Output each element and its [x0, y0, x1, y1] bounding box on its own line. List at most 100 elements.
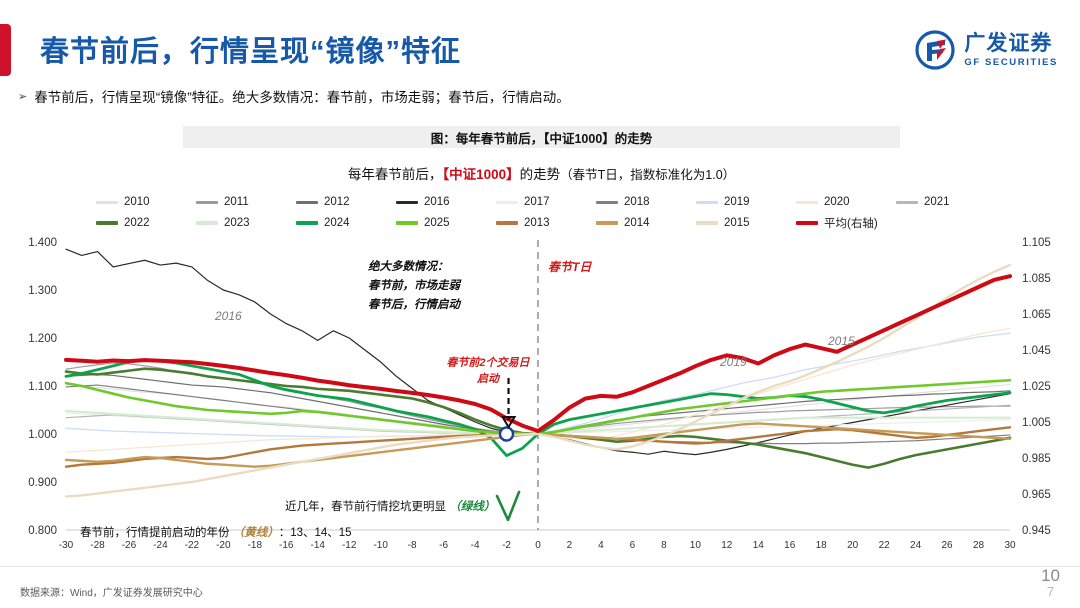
- x-axis-tick: -26: [122, 540, 137, 551]
- x-axis-tick: 0: [535, 540, 541, 551]
- subtitle-paren: （春节T日，指数标准化为1.0）: [560, 168, 736, 182]
- legend-label: 2021: [924, 196, 950, 208]
- legend-item-2024[interactable]: 2024: [296, 215, 396, 231]
- annotation-tday-label: 春节T日: [548, 260, 592, 274]
- legend-item-2023[interactable]: 2023: [196, 215, 296, 231]
- legend-label: 2010: [124, 196, 150, 208]
- y-axis-left-tick: 1.300: [28, 285, 57, 297]
- y-axis-left-tick: 1.200: [28, 333, 57, 345]
- legend-label: 2022: [124, 217, 150, 229]
- series-line-2015: [64, 263, 1012, 498]
- green-note-tag: （绿线）: [449, 501, 496, 513]
- legend-label: 2016: [424, 196, 450, 208]
- legend-swatch-icon: [296, 221, 318, 225]
- legend-item-2013[interactable]: 2013: [496, 215, 596, 231]
- legend-swatch-icon: [596, 221, 618, 225]
- annotation-line: 绝大多数情况：: [368, 261, 449, 273]
- y-axis-right-tick: 0.965: [1022, 489, 1051, 501]
- legend-item-2014[interactable]: 2014: [596, 215, 696, 231]
- legend-item-2015[interactable]: 2015: [696, 215, 796, 231]
- summary-bullet: ➢ 春节前后，行情呈现“镜像”特征。绝大多数情况：春节前，市场走弱；春节后，行情…: [18, 88, 1060, 107]
- y-axis-right-tick: 1.065: [1022, 309, 1051, 321]
- legend-row: 2022 2023 2024 2025 2013 2014 2015 平均(右轴): [96, 215, 996, 231]
- legend-label: 2017: [524, 196, 550, 208]
- x-axis-tick: 2: [567, 540, 573, 551]
- legend-swatch-icon: [396, 200, 418, 204]
- legend-swatch-icon: [796, 221, 818, 225]
- chart-title-banner: 图：每年春节前后，【中证1000】的走势: [183, 126, 900, 148]
- legend-label: 2015: [724, 217, 750, 229]
- legend-label: 2011: [224, 196, 249, 208]
- x-axis-tick: -16: [279, 540, 294, 551]
- legend-swatch-icon: [696, 200, 718, 204]
- legend-swatch-icon: [96, 200, 118, 204]
- legend-item-2022[interactable]: 2022: [96, 215, 196, 231]
- legend-swatch-icon: [96, 221, 118, 225]
- inchart-year-label-2016: 2016: [214, 309, 242, 323]
- legend-swatch-icon: [296, 200, 318, 204]
- annotation-yellow-note: 春节前，行情提前启动的年份 （黄线）：13、14、15: [80, 524, 352, 540]
- legend-label: 2012: [324, 196, 350, 208]
- x-axis-tick: -30: [59, 540, 74, 551]
- footer-divider: [0, 566, 1080, 567]
- legend-item-平均(右轴)[interactable]: 平均(右轴): [796, 215, 926, 231]
- gf-logo-mark: [915, 30, 955, 70]
- x-axis-tick: -20: [216, 540, 231, 551]
- legend-item-2012[interactable]: 2012: [296, 196, 396, 208]
- x-axis-tick: -28: [90, 540, 105, 551]
- chart-subtitle: 每年春节前后，【中证1000】的走势（春节T日，指数标准化为1.0）: [183, 163, 900, 183]
- x-axis-tick: 16: [784, 540, 796, 551]
- legend-item-2016[interactable]: 2016: [396, 196, 496, 208]
- subtitle-post: 的走势: [519, 167, 561, 182]
- x-axis-tick: 18: [816, 540, 828, 551]
- series-line-平均(右轴): [64, 274, 1012, 433]
- legend-swatch-icon: [496, 221, 518, 225]
- bullet-text: 春节前后，行情呈现“镜像”特征。绝大多数情况：春节前，市场走弱；春节后，行情启动…: [34, 90, 570, 105]
- subtitle-pre: 每年春节前后，: [347, 167, 443, 182]
- y-axis-left-tick: 1.000: [28, 429, 57, 441]
- annotation-green-note: 近几年，春节前行情挖坑更明显 （绿线）: [285, 498, 495, 514]
- legend-label: 2020: [824, 196, 850, 208]
- x-axis-tick: 6: [630, 540, 636, 551]
- legend-label: 2025: [424, 217, 450, 229]
- logo-text-en: GF SECURITIES: [964, 56, 1058, 68]
- legend-item-2019[interactable]: 2019: [696, 196, 796, 208]
- legend-swatch-icon: [596, 200, 618, 204]
- legend-item-2020[interactable]: 2020: [796, 196, 896, 208]
- yellow-note-years: ：13、14、15: [278, 527, 352, 539]
- x-axis-tick: 26: [942, 540, 954, 551]
- legend-swatch-icon: [396, 221, 418, 225]
- x-axis-tick: -2: [502, 540, 511, 551]
- legend-swatch-icon: [196, 221, 218, 225]
- y-axis-left-tick: 1.100: [28, 381, 57, 393]
- legend-swatch-icon: [896, 200, 918, 204]
- legend-item-2017[interactable]: 2017: [496, 196, 596, 208]
- data-source-text: 数据来源：Wind，广发证券发展研究中心: [20, 588, 203, 599]
- legend-item-2021[interactable]: 2021: [896, 196, 996, 208]
- highlight-marker: [498, 426, 515, 442]
- page-number: 10 7: [1041, 567, 1060, 600]
- yellow-note-text: 春节前，行情提前启动的年份: [80, 527, 230, 539]
- legend-item-2011[interactable]: 2011: [196, 196, 296, 208]
- y-axis-right-tick: 1.045: [1022, 345, 1051, 357]
- legend-item-2010[interactable]: 2010: [96, 196, 196, 208]
- green-check-icon: [495, 490, 521, 522]
- x-axis-tick: -24: [153, 540, 168, 551]
- y-axis-right-tick: 0.945: [1022, 525, 1051, 537]
- page-number-sub: 7: [1046, 584, 1055, 599]
- y-axis-right-tick: 1.105: [1022, 237, 1051, 249]
- green-note-text: 近几年，春节前行情挖坑更明显: [285, 501, 446, 513]
- x-axis-tick: 24: [910, 540, 922, 551]
- x-axis-tick: 20: [847, 540, 859, 551]
- legend-item-2018[interactable]: 2018: [596, 196, 696, 208]
- legend-swatch-icon: [696, 221, 718, 225]
- annotation-line: 春节后，行情启动: [368, 299, 460, 311]
- x-axis-tick: 28: [973, 540, 985, 551]
- legend-item-2025[interactable]: 2025: [396, 215, 496, 231]
- x-axis-tick: -22: [185, 540, 200, 551]
- x-axis-tick: 30: [1004, 540, 1016, 551]
- legend-label: 2024: [324, 217, 350, 229]
- legend-label: 2013: [524, 217, 550, 229]
- company-logo: 广发证券 GF SECURITIES: [915, 30, 1058, 70]
- legend-label: 2023: [224, 217, 250, 229]
